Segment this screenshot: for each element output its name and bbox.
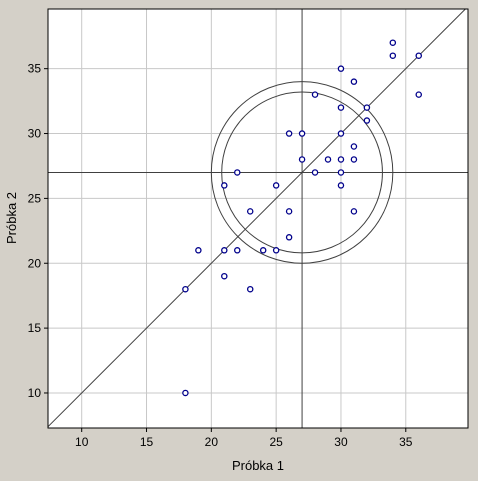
data-point xyxy=(285,208,293,215)
data-point xyxy=(285,130,293,137)
identity-line xyxy=(47,8,466,428)
data-point xyxy=(182,389,189,397)
data-point xyxy=(311,169,319,176)
data-point xyxy=(337,169,345,176)
data-points xyxy=(182,39,422,397)
data-point xyxy=(337,104,345,111)
data-point xyxy=(221,182,228,189)
data-point xyxy=(363,117,371,124)
data-point xyxy=(221,272,228,280)
axis-ticks: 10 15 20 25 30 35 10 15 20 25 30 35 xyxy=(28,62,413,449)
x-tick-label: 15 xyxy=(140,435,154,449)
confidence-ellipse xyxy=(221,91,383,254)
data-point xyxy=(350,78,358,85)
data-point xyxy=(234,247,241,254)
data-point xyxy=(285,234,293,241)
x-tick-label: 10 xyxy=(75,435,89,449)
data-point xyxy=(298,130,306,137)
data-point xyxy=(350,143,358,150)
y-tick-label: 25 xyxy=(28,191,42,205)
data-point xyxy=(350,156,358,163)
data-point xyxy=(246,285,254,293)
x-tick-label: 30 xyxy=(334,435,348,449)
data-point xyxy=(363,104,371,111)
data-point xyxy=(182,285,189,293)
plot-area xyxy=(48,9,468,428)
reference-lines xyxy=(47,8,468,428)
grid-lines xyxy=(48,9,468,428)
x-tick-label: 25 xyxy=(269,435,283,449)
data-point xyxy=(337,65,345,72)
data-point xyxy=(389,39,397,46)
confidence-ellipses xyxy=(210,81,394,264)
data-point xyxy=(221,247,228,254)
data-point xyxy=(272,182,280,189)
confidence-ellipse xyxy=(210,81,394,264)
data-point xyxy=(415,52,422,59)
y-tick-label: 30 xyxy=(28,127,42,141)
data-point xyxy=(324,156,332,163)
data-point xyxy=(298,156,306,163)
x-tick-label: 20 xyxy=(205,435,219,449)
y-axis-label: Próbka 2 xyxy=(4,192,19,244)
data-point xyxy=(337,130,345,137)
data-point xyxy=(415,91,422,98)
y-tick-label: 10 xyxy=(28,386,42,400)
y-tick-label: 35 xyxy=(28,62,42,76)
y-tick-label: 15 xyxy=(28,321,42,335)
x-tick-label: 35 xyxy=(399,435,413,449)
data-point xyxy=(272,247,280,254)
data-point xyxy=(337,156,345,163)
data-point xyxy=(195,247,202,254)
data-point xyxy=(350,208,358,215)
data-point xyxy=(234,169,241,176)
y-tick-label: 20 xyxy=(28,256,42,270)
data-point xyxy=(246,208,254,215)
data-point xyxy=(389,52,397,59)
x-axis-label: Próbka 1 xyxy=(232,458,284,473)
data-point xyxy=(259,247,267,254)
data-point xyxy=(337,182,345,189)
plot-frame xyxy=(47,8,469,429)
data-point xyxy=(311,91,319,98)
